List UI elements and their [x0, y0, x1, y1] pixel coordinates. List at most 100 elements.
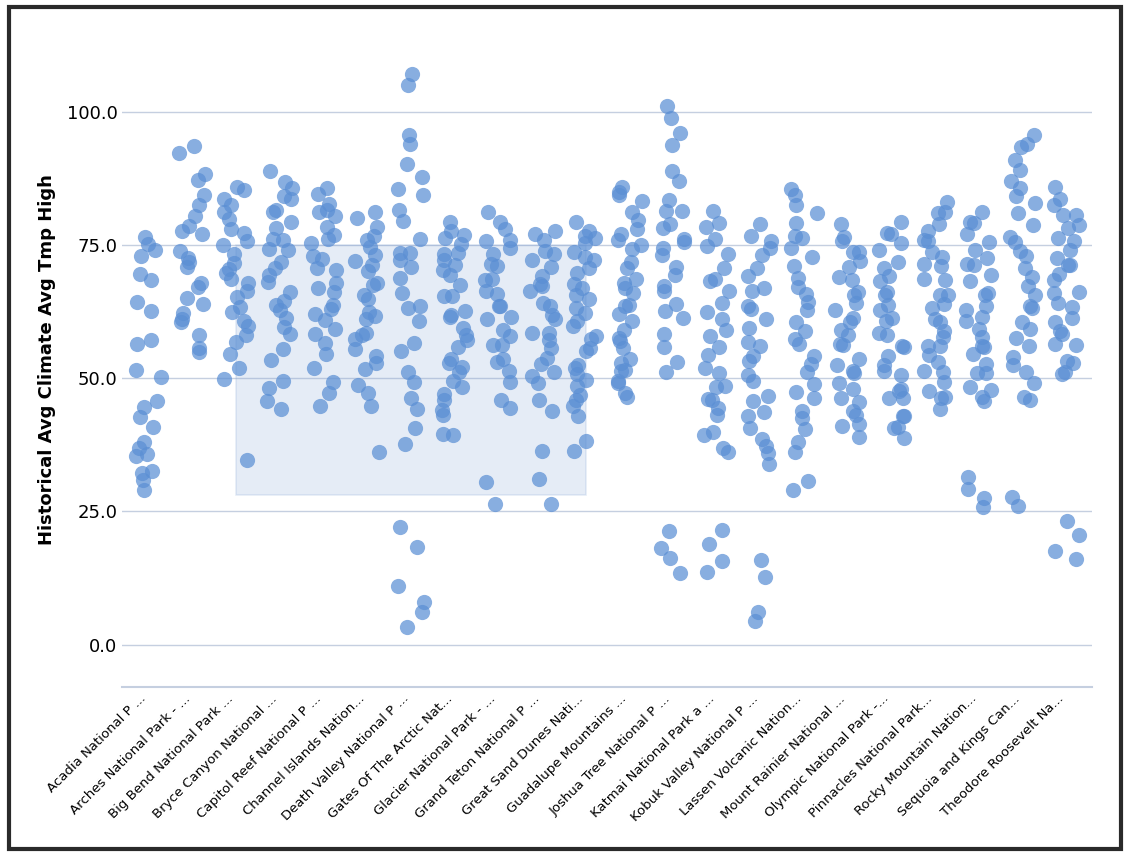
Point	[536, 234, 554, 247]
Point	[581, 342, 599, 355]
Point	[310, 205, 328, 219]
Point	[146, 243, 164, 257]
Point	[320, 386, 338, 400]
Point	[1012, 315, 1031, 329]
Point	[523, 253, 541, 267]
Point	[401, 246, 419, 259]
Point	[931, 402, 949, 416]
Point	[1053, 366, 1071, 380]
Point	[396, 437, 414, 451]
Point	[838, 329, 857, 342]
Point	[390, 204, 408, 217]
Point	[449, 340, 467, 354]
Point	[753, 432, 771, 446]
Point	[580, 224, 598, 238]
Point	[540, 326, 558, 340]
Point	[399, 621, 417, 634]
Point	[754, 248, 772, 262]
Point	[697, 221, 715, 235]
Point	[477, 284, 495, 298]
Point	[545, 366, 563, 379]
Point	[393, 287, 411, 300]
Point	[661, 217, 679, 230]
Point	[662, 111, 680, 125]
Point	[976, 288, 994, 302]
Point	[362, 241, 380, 254]
Point	[936, 205, 954, 218]
Point	[967, 366, 985, 380]
Point	[1062, 300, 1080, 314]
Point	[1046, 337, 1064, 351]
Point	[1007, 331, 1025, 345]
Point	[1059, 354, 1077, 367]
Point	[389, 181, 407, 195]
Point	[1023, 300, 1041, 314]
Point	[894, 409, 912, 423]
Point	[324, 376, 342, 389]
Point	[567, 288, 585, 302]
Point	[433, 403, 451, 417]
Point	[618, 390, 636, 404]
Point	[348, 211, 366, 225]
Point	[356, 326, 374, 340]
Point	[568, 409, 586, 423]
Point	[622, 353, 640, 366]
Point	[258, 395, 276, 408]
Point	[393, 214, 411, 228]
Point	[366, 309, 384, 323]
Point	[710, 340, 728, 354]
Point	[1050, 296, 1068, 310]
Point	[319, 233, 337, 247]
Point	[308, 187, 327, 201]
Point	[704, 425, 722, 439]
Point	[958, 227, 976, 241]
Point	[267, 222, 285, 235]
Point	[194, 188, 212, 202]
Point	[260, 242, 278, 256]
Point	[453, 321, 471, 335]
Point	[720, 284, 738, 298]
Point	[1010, 244, 1028, 258]
Point	[979, 251, 997, 265]
Point	[788, 316, 806, 330]
Point	[1018, 279, 1036, 293]
Point	[762, 234, 780, 247]
Point	[458, 329, 476, 342]
Point	[541, 300, 559, 313]
Point	[277, 311, 295, 324]
Point	[490, 300, 509, 313]
Point	[325, 323, 344, 336]
Point	[973, 330, 991, 344]
Point	[923, 245, 941, 259]
Point	[709, 401, 727, 415]
Point	[319, 203, 337, 217]
Point	[920, 384, 938, 398]
Point	[893, 339, 911, 353]
Point	[580, 261, 598, 275]
Point	[127, 364, 145, 377]
Point	[458, 333, 476, 347]
Point	[623, 314, 641, 328]
Point	[275, 342, 293, 355]
Point	[930, 217, 948, 230]
Point	[748, 261, 766, 275]
Point	[890, 384, 909, 398]
Point	[566, 361, 584, 375]
Point	[933, 250, 951, 264]
Point	[435, 253, 453, 267]
Point	[876, 358, 894, 372]
Point	[788, 199, 806, 212]
Point	[1022, 393, 1040, 407]
Point	[1018, 138, 1036, 152]
Point	[523, 326, 541, 340]
Point	[575, 235, 593, 249]
Point	[1010, 181, 1028, 194]
Point	[366, 356, 384, 370]
Point	[707, 408, 725, 422]
Point	[881, 227, 899, 241]
Point	[1067, 552, 1085, 566]
Point	[451, 278, 469, 292]
Point	[531, 358, 549, 372]
Point	[414, 169, 432, 183]
Point	[609, 233, 627, 247]
